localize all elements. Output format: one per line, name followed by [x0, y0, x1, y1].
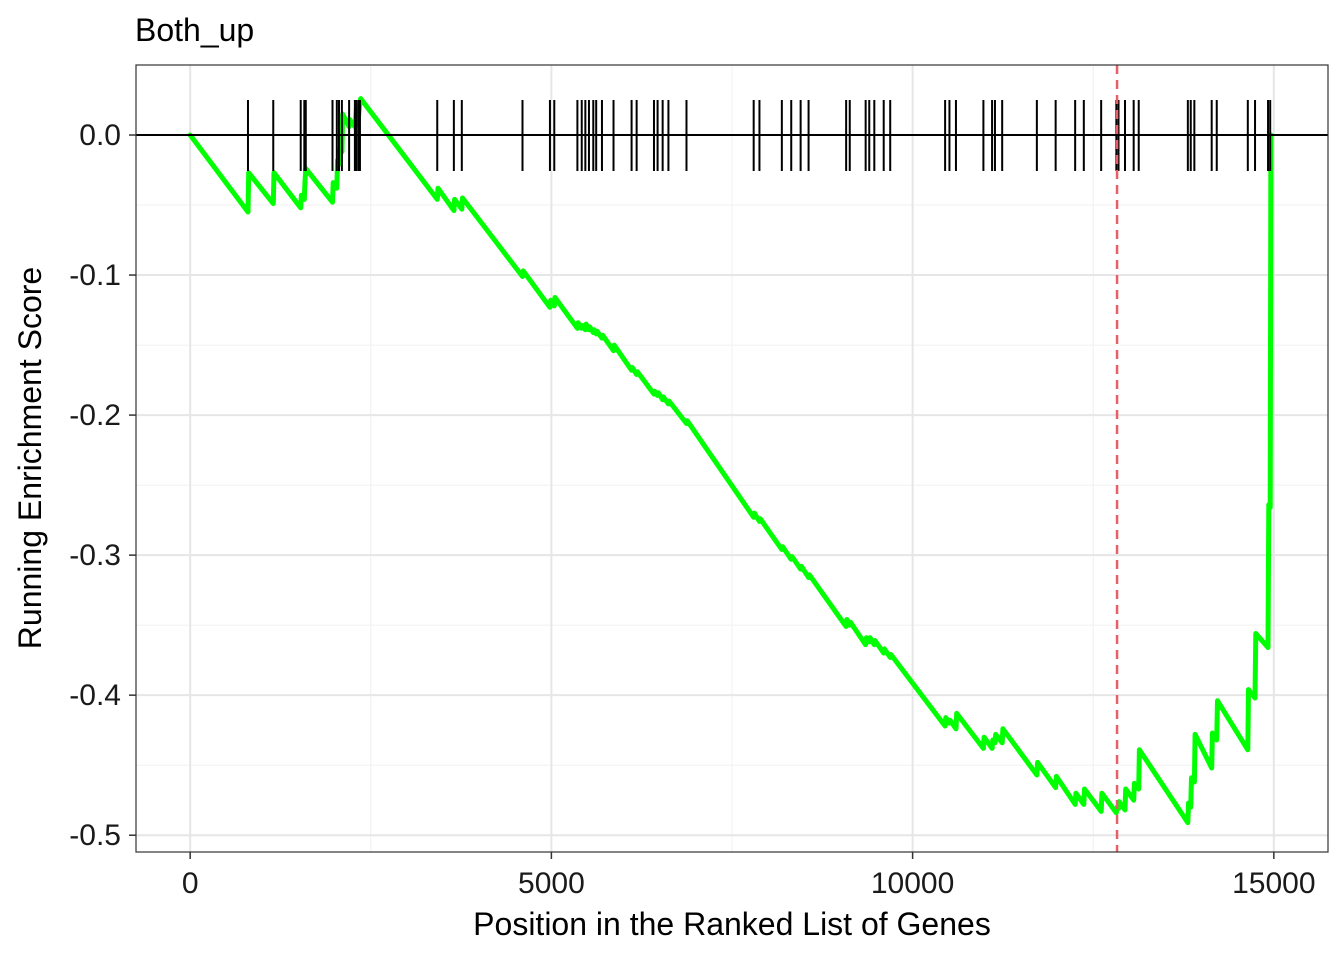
x-axis-title: Position in the Ranked List of Genes [473, 906, 991, 942]
plot-border [135, 64, 1329, 853]
y-tick-label: 0.0 [79, 119, 121, 152]
plot-title: Both_up [135, 12, 254, 48]
y-axis-title: Running Enrichment Score [12, 267, 48, 649]
y-tick-label: -0.1 [69, 259, 121, 292]
y-tick-label: -0.2 [69, 399, 121, 432]
x-tick-label: 5000 [518, 867, 585, 900]
y-axis: 0.0 -0.1 -0.2 -0.3 -0.4 -0.5 [69, 119, 136, 852]
y-tick-label: -0.5 [69, 819, 121, 852]
y-tick-label: -0.3 [69, 539, 121, 572]
major-grid [136, 65, 1328, 852]
x-tick-label: 15000 [1232, 867, 1315, 900]
y-tick-label: -0.4 [69, 679, 121, 712]
reference-lines [136, 65, 1328, 852]
x-tick-label: 0 [182, 867, 199, 900]
x-axis: 0 5000 10000 15000 [182, 852, 1316, 900]
x-tick-label: 10000 [871, 867, 954, 900]
